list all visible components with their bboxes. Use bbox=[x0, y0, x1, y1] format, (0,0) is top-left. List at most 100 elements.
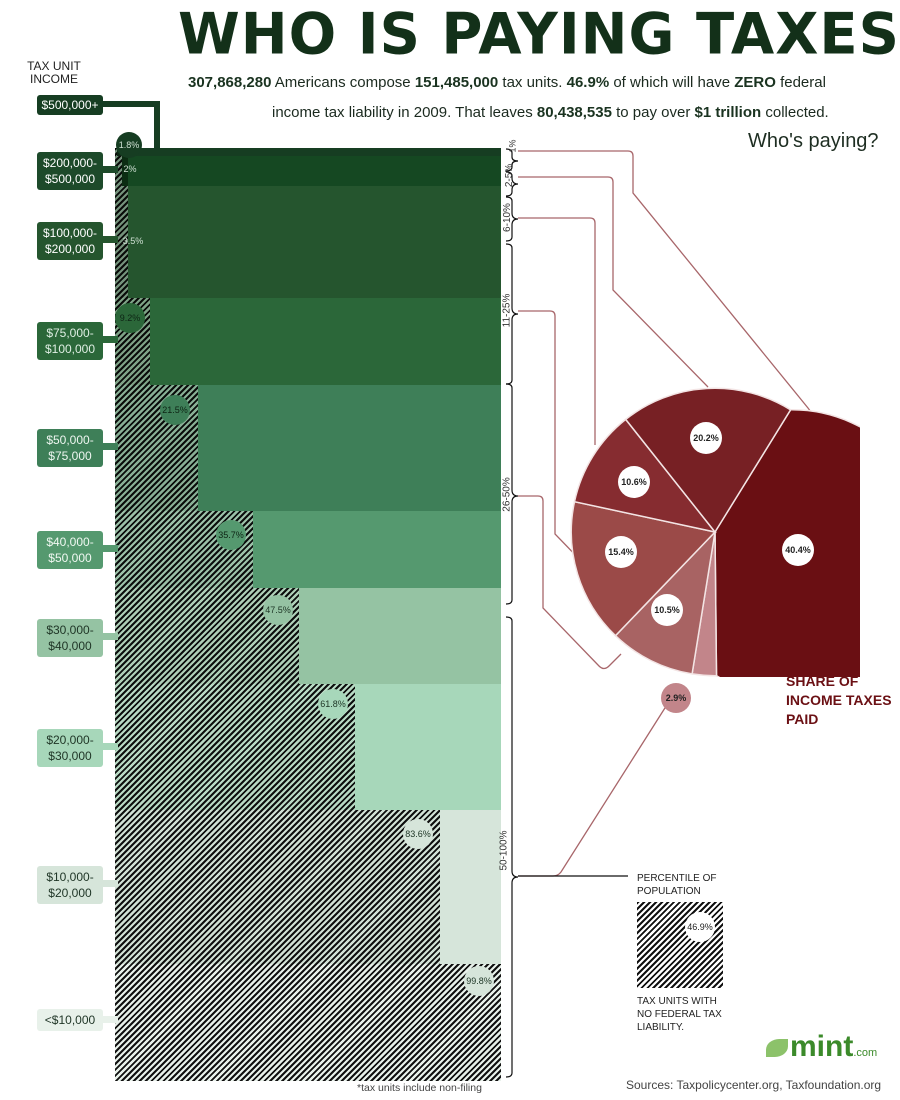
income-label-20k-30k: $20,000- $30,000 bbox=[37, 729, 103, 767]
hatch-tint bbox=[115, 148, 128, 298]
income-chart: 1.8% 2% 3.5% 9.2% 21.5% 35.7% 47.5% 61.8… bbox=[115, 132, 501, 1081]
leaf-icon bbox=[766, 1039, 788, 1058]
pie-value-26-50: 10.5% bbox=[651, 594, 683, 626]
subtitle-text: tax units. bbox=[498, 74, 567, 91]
label-connector bbox=[100, 633, 118, 640]
legend-hatch-swatch: 46.9% bbox=[637, 902, 723, 988]
pct-badge: 3.5% bbox=[122, 236, 144, 246]
pie-slice-11-25 bbox=[570, 500, 717, 637]
band-30k-40k bbox=[299, 588, 501, 684]
pie-slice-2-5 bbox=[624, 387, 792, 534]
label-connector bbox=[100, 743, 118, 750]
percentile-bracket-lines bbox=[505, 148, 519, 1078]
band-100k-200k bbox=[128, 186, 501, 298]
label-text: <$10,000 bbox=[44, 1013, 96, 1027]
label-text: $100,000- $200,000 bbox=[42, 226, 98, 256]
income-label-10k-20k: $10,000- $20,000 bbox=[37, 866, 103, 904]
income-label-75k-100k: $75,000- $100,000 bbox=[37, 322, 103, 360]
legend-pct-badge: 46.9% bbox=[685, 912, 715, 942]
income-label-30k-40k: $30,000- $40,000 bbox=[37, 619, 103, 657]
subtitle-text: collected. bbox=[761, 104, 829, 121]
brand-suffix: .com bbox=[853, 1047, 878, 1059]
legend-title: PERCENTILE OF POPULATION bbox=[637, 873, 717, 897]
label-text: $200,000- $500,000 bbox=[42, 156, 98, 186]
pct-badge: 9.2% bbox=[115, 303, 145, 333]
label-connector bbox=[100, 443, 118, 450]
zero-liability-pct: 46.9% bbox=[566, 74, 610, 91]
income-label-100k-200k: $100,000- $200,000 bbox=[37, 222, 103, 260]
band-50k-75k bbox=[198, 385, 501, 511]
pie-connector-lines bbox=[518, 150, 814, 877]
axis-title: TAX UNIT INCOME bbox=[27, 59, 81, 86]
band-500k bbox=[117, 148, 501, 156]
pct-badge: 99.8% bbox=[464, 966, 494, 996]
label-connector bbox=[100, 336, 118, 343]
population-count: 307,868,280 bbox=[188, 74, 272, 91]
label-text: $75,000- $100,000 bbox=[44, 326, 96, 356]
pie-value-top1: 40.4% bbox=[782, 534, 814, 566]
percentile-label-50-100: 50-100% bbox=[498, 830, 510, 871]
hatch-tint bbox=[115, 684, 355, 810]
income-label-200k-500k: $200,000- $500,000 bbox=[37, 152, 103, 190]
whos-paying-heading: Who's paying? bbox=[748, 130, 879, 152]
percentile-label-6-10: 6-10% bbox=[501, 203, 513, 232]
label-connector bbox=[100, 880, 118, 887]
pct-badge: 61.8% bbox=[318, 689, 348, 719]
subtitle-text: Americans compose bbox=[271, 74, 415, 91]
label-text: $40,000- $50,000 bbox=[46, 535, 94, 565]
band-20k-30k bbox=[355, 684, 501, 810]
connector-500k bbox=[100, 101, 160, 107]
label-connector bbox=[100, 545, 118, 552]
subtitle-text: of which will have bbox=[609, 74, 735, 91]
mint-logo[interactable]: mint.com bbox=[766, 1030, 877, 1064]
income-label-50k-75k: $50,000- $75,000 bbox=[37, 429, 103, 467]
sources: Sources: Taxpolicycenter.org, Taxfoundat… bbox=[626, 1078, 882, 1092]
tax-units-count: 151,485,000 bbox=[414, 74, 499, 91]
label-text: $10,000- $20,000 bbox=[46, 870, 94, 900]
payers-count: 80,438,535 bbox=[536, 104, 612, 121]
pct-badge: 47.5% bbox=[263, 595, 293, 625]
pct-badge: 83.6% bbox=[403, 819, 433, 849]
pct-badge: 21.5% bbox=[160, 395, 190, 425]
total-collected: $1 trillion bbox=[694, 104, 762, 121]
percentile-label-1: 1% bbox=[507, 139, 518, 153]
percentile-label-26-50: 26-50% bbox=[501, 477, 513, 512]
pie-value-2-5: 20.2% bbox=[690, 422, 722, 454]
label-text: $30,000- $40,000 bbox=[46, 623, 94, 653]
pie-value-50-100: 2.9% bbox=[661, 683, 691, 713]
pct-badge: 1.8% bbox=[116, 132, 142, 158]
footnote: *tax units include non-filing bbox=[357, 1082, 482, 1094]
subtitle-line-2: income tax liability in 2009. That leave… bbox=[272, 104, 829, 121]
subtitle-text: federal bbox=[775, 74, 826, 91]
band-75k-100k bbox=[150, 298, 501, 385]
percentile-label-11-25: 11-25% bbox=[501, 293, 513, 328]
label-text: $20,000- $30,000 bbox=[46, 733, 94, 763]
label-text: $50,000- $75,000 bbox=[46, 433, 94, 463]
pie-value-11-25: 15.4% bbox=[605, 536, 637, 568]
income-label-500k: $500,000+ bbox=[37, 95, 103, 115]
zero-word: ZERO bbox=[734, 74, 776, 91]
percentile-label-2-5: 2-5% bbox=[504, 163, 516, 188]
legend-description: TAX UNITS WITH NO FEDERAL TAX LIABILITY. bbox=[637, 996, 722, 1033]
pct-badge: 35.7% bbox=[216, 520, 246, 550]
label-connector bbox=[100, 166, 118, 173]
brand-name: mint bbox=[790, 1030, 854, 1063]
income-label-40k-50k: $40,000- $50,000 bbox=[37, 531, 103, 569]
page-title: WHO IS PAYING TAXES? bbox=[178, 1, 900, 68]
subtitle-text: income tax liability in 2009. That leave… bbox=[272, 104, 537, 121]
pie-value-6-10: 10.6% bbox=[618, 466, 650, 498]
subtitle-text: to pay over bbox=[611, 104, 695, 121]
band-10k-20k bbox=[440, 810, 501, 964]
band-200k-500k bbox=[122, 156, 501, 186]
band-40k-50k bbox=[253, 511, 501, 588]
pie-title-text: SHARE OF INCOME TAXES PAID bbox=[786, 673, 892, 727]
hatch-tint bbox=[115, 810, 440, 964]
subtitle-line-1: 307,868,280 Americans compose 151,485,00… bbox=[188, 74, 826, 91]
pie-title: SHARE OF INCOME TAXES PAID bbox=[786, 672, 896, 729]
label-connector bbox=[100, 1016, 118, 1023]
connector-500k-vert bbox=[154, 101, 160, 149]
income-label-under-10k: <$10,000 bbox=[37, 1009, 103, 1031]
pct-badge: 2% bbox=[123, 164, 137, 174]
label-connector bbox=[100, 236, 118, 243]
